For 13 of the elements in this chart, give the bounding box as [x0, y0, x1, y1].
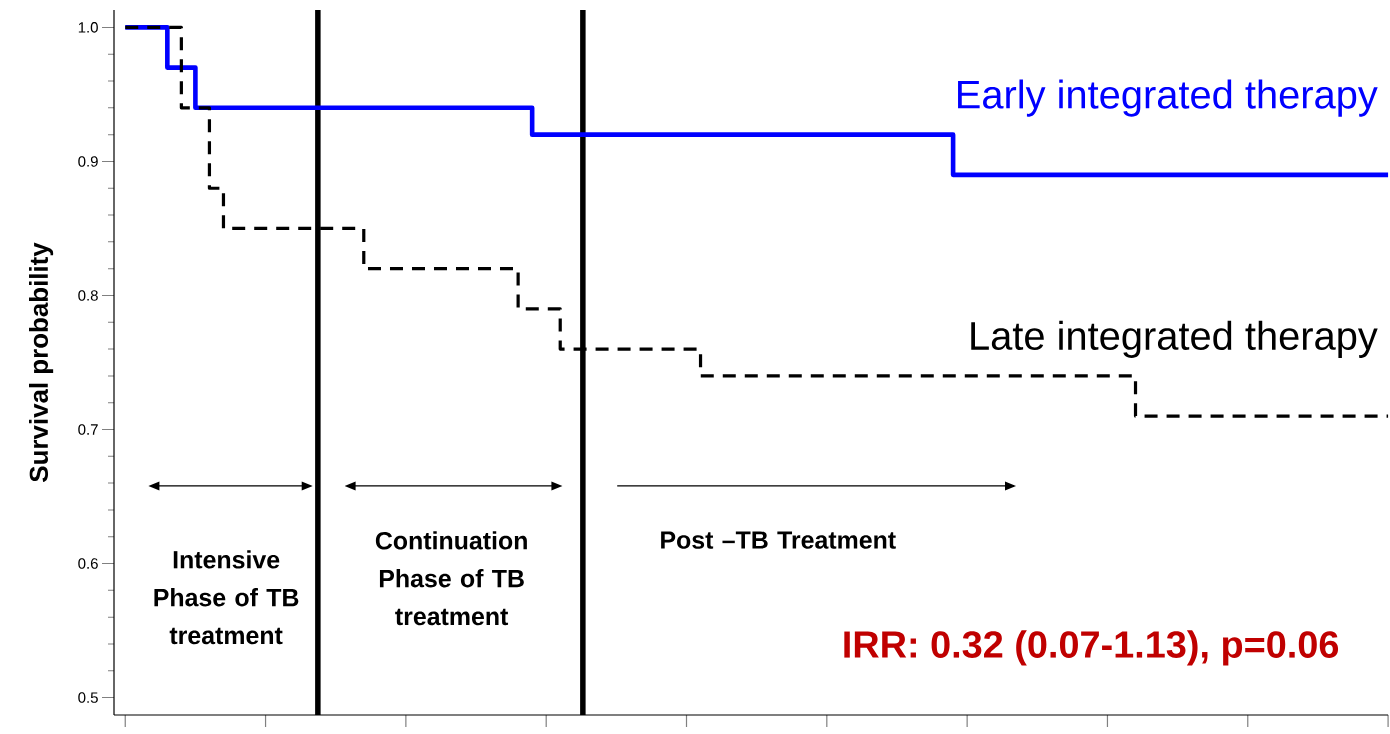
- annotation: Continuation Phase of TB treatment: [375, 531, 527, 626]
- y-tick-label: 0.8: [78, 290, 98, 301]
- y-tick-label: 0.7: [78, 424, 98, 435]
- y-axis-title: Survival probability: [29, 242, 54, 482]
- annotation: Intensive Phase of TB treatment: [154, 550, 299, 645]
- annotation: Post –TB Treatment: [661, 531, 896, 549]
- y-tick-label: 0.5: [78, 692, 98, 703]
- y-tick-label: 0.9: [78, 156, 98, 167]
- series-label: Late integrated therapy: [971, 320, 1378, 358]
- annotation: IRR: 0.32 (0.07-1.13), p=0.06: [844, 630, 1339, 666]
- y-tick-label: 1.0: [78, 22, 98, 33]
- y-tick-label: 0.6: [78, 558, 98, 569]
- series-label: Early integrated therapy: [958, 79, 1378, 117]
